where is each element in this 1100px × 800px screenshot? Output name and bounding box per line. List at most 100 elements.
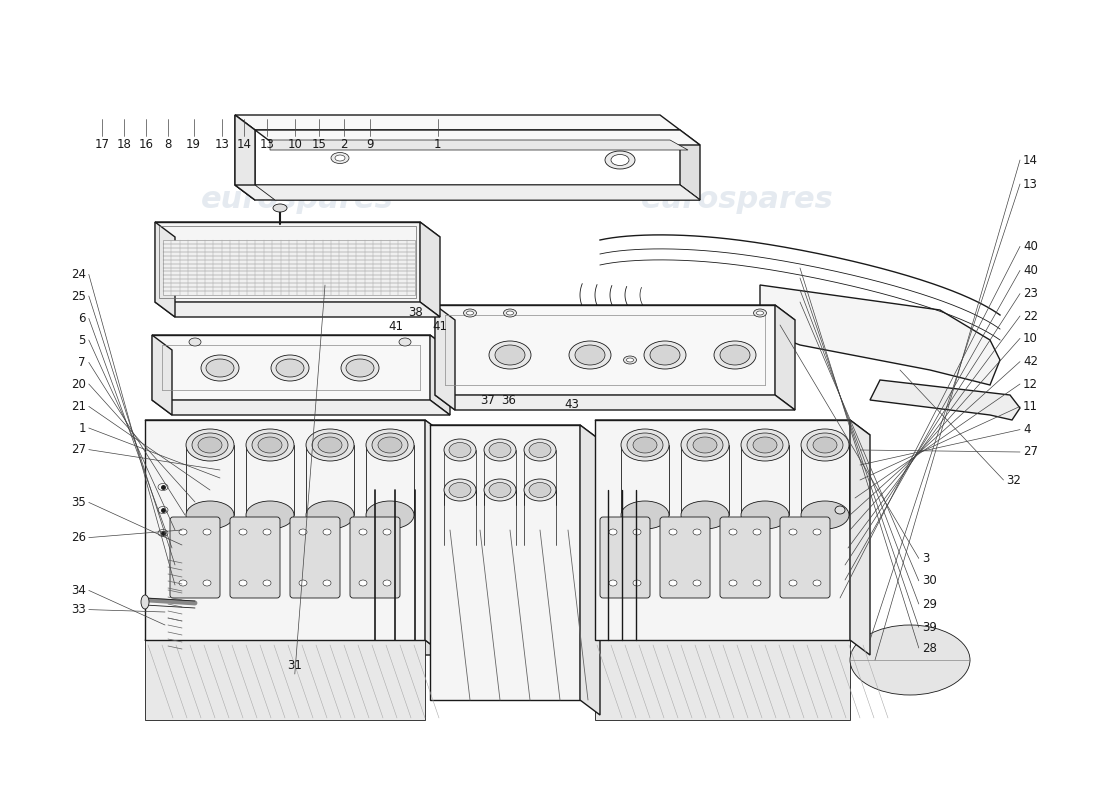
Ellipse shape: [575, 345, 605, 365]
Text: 13: 13: [214, 138, 230, 150]
Text: 7: 7: [78, 356, 86, 369]
Ellipse shape: [341, 355, 380, 381]
Text: 2: 2: [341, 138, 348, 150]
Ellipse shape: [610, 154, 629, 166]
Polygon shape: [595, 420, 870, 435]
Text: 1: 1: [78, 422, 86, 434]
Ellipse shape: [754, 529, 761, 535]
Ellipse shape: [323, 580, 331, 586]
Ellipse shape: [246, 429, 294, 461]
Ellipse shape: [495, 345, 525, 365]
Ellipse shape: [644, 341, 686, 369]
Text: 1: 1: [434, 138, 441, 150]
Polygon shape: [235, 115, 680, 130]
Ellipse shape: [201, 355, 239, 381]
Polygon shape: [434, 305, 776, 395]
Text: 9: 9: [366, 138, 373, 150]
Ellipse shape: [189, 338, 201, 346]
Ellipse shape: [204, 580, 211, 586]
Ellipse shape: [529, 482, 551, 498]
Ellipse shape: [850, 625, 970, 695]
Ellipse shape: [246, 501, 294, 529]
FancyBboxPatch shape: [350, 517, 400, 598]
Text: 19: 19: [186, 138, 201, 150]
Text: 13: 13: [1023, 178, 1038, 190]
Text: 42: 42: [1023, 355, 1038, 368]
Ellipse shape: [524, 479, 556, 501]
Ellipse shape: [399, 338, 411, 346]
Text: eurospares: eurospares: [640, 466, 834, 494]
Ellipse shape: [669, 580, 676, 586]
Polygon shape: [580, 425, 600, 715]
Polygon shape: [255, 130, 700, 145]
Text: 40: 40: [1023, 264, 1038, 277]
Ellipse shape: [624, 356, 637, 364]
Ellipse shape: [366, 501, 414, 529]
Ellipse shape: [813, 580, 821, 586]
Polygon shape: [434, 395, 795, 410]
Ellipse shape: [331, 153, 349, 163]
Text: 8: 8: [165, 138, 172, 150]
Ellipse shape: [605, 151, 635, 169]
Ellipse shape: [729, 529, 737, 535]
Text: 32: 32: [1006, 474, 1022, 486]
Ellipse shape: [383, 580, 390, 586]
Ellipse shape: [359, 529, 367, 535]
Ellipse shape: [444, 479, 476, 501]
Text: 12: 12: [1023, 378, 1038, 390]
Text: 23: 23: [1023, 287, 1038, 300]
Ellipse shape: [346, 359, 374, 377]
Ellipse shape: [789, 529, 797, 535]
Ellipse shape: [179, 580, 187, 586]
Ellipse shape: [757, 311, 763, 315]
Polygon shape: [430, 425, 580, 700]
Ellipse shape: [621, 429, 669, 461]
Ellipse shape: [366, 429, 414, 461]
Text: 24: 24: [70, 268, 86, 281]
Polygon shape: [595, 420, 850, 640]
Polygon shape: [430, 425, 600, 440]
Ellipse shape: [529, 442, 551, 458]
Ellipse shape: [807, 433, 843, 457]
Ellipse shape: [449, 442, 471, 458]
Ellipse shape: [609, 529, 617, 535]
Text: 29: 29: [922, 598, 937, 610]
Text: 35: 35: [72, 496, 86, 509]
Ellipse shape: [239, 529, 248, 535]
Ellipse shape: [312, 433, 348, 457]
Text: 34: 34: [70, 584, 86, 597]
Text: 15: 15: [311, 138, 327, 150]
Ellipse shape: [276, 359, 304, 377]
Polygon shape: [680, 130, 700, 200]
Ellipse shape: [632, 580, 641, 586]
Ellipse shape: [484, 479, 516, 501]
Ellipse shape: [688, 433, 723, 457]
Polygon shape: [760, 285, 1000, 385]
Text: 14: 14: [1023, 154, 1038, 166]
Text: 31: 31: [287, 659, 303, 672]
Polygon shape: [850, 420, 870, 655]
Polygon shape: [235, 185, 700, 200]
Ellipse shape: [466, 311, 473, 315]
Text: eurospares: eurospares: [200, 466, 394, 494]
Text: 25: 25: [70, 290, 86, 302]
FancyBboxPatch shape: [780, 517, 830, 598]
Text: 6: 6: [78, 312, 86, 325]
Text: 30: 30: [922, 574, 936, 587]
Ellipse shape: [681, 501, 729, 529]
Ellipse shape: [681, 429, 729, 461]
Ellipse shape: [179, 529, 187, 535]
Ellipse shape: [444, 439, 476, 461]
Text: 37: 37: [480, 394, 495, 406]
Polygon shape: [155, 222, 420, 302]
Ellipse shape: [627, 358, 634, 362]
Ellipse shape: [741, 501, 789, 529]
Ellipse shape: [693, 529, 701, 535]
Ellipse shape: [693, 437, 717, 453]
Ellipse shape: [306, 501, 354, 529]
Text: 41: 41: [388, 320, 404, 333]
Ellipse shape: [801, 429, 849, 461]
Text: 27: 27: [70, 443, 86, 456]
Ellipse shape: [627, 433, 663, 457]
Text: 40: 40: [1023, 240, 1038, 253]
